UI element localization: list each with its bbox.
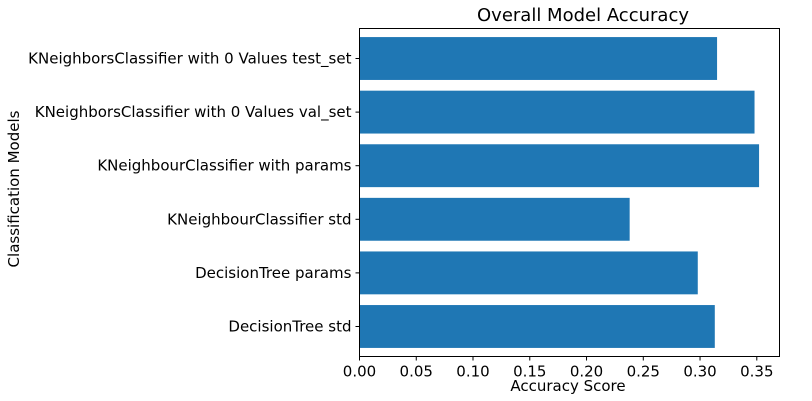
bar-3: [359, 144, 760, 188]
bar-5: [359, 37, 718, 80]
bar-1: [359, 251, 698, 295]
y-axis-title: Classification Models: [5, 110, 23, 267]
bar-2: [359, 197, 630, 241]
x-tick-label-2: 0.10: [456, 363, 489, 381]
x-axis-title: Accuracy Score: [510, 377, 625, 395]
x-tick-label-6: 0.30: [683, 363, 716, 381]
bar-0: [359, 305, 715, 348]
x-axis-ticks: 0.00 0.05 0.10 0.15 0.20 0.25 0.30 0.35: [343, 356, 774, 381]
y-tick-label-3: KNeighbourClassifier with params: [97, 157, 351, 175]
x-tick-label-7: 0.35: [740, 363, 773, 381]
y-tick-label-1: DecisionTree params: [195, 264, 352, 282]
bars-group: [359, 37, 760, 348]
y-tick-label-0: DecisionTree std: [228, 317, 351, 335]
y-tick-label-2: KNeighbourClassifier std: [167, 210, 351, 228]
y-tick-label-4: KNeighborsClassifier with 0 Values val_s…: [35, 103, 352, 122]
chart-title: Overall Model Accuracy: [477, 5, 689, 26]
bar-4: [359, 90, 755, 134]
x-tick-label-3: 0.15: [513, 363, 546, 381]
y-tick-label-5: KNeighborsClassifier with 0 Values test_…: [28, 50, 351, 69]
x-tick-label-0: 0.00: [343, 363, 376, 381]
x-tick-label-1: 0.05: [400, 363, 433, 381]
x-tick-label-4: 0.20: [570, 363, 603, 381]
y-axis-ticks: DecisionTree std DecisionTree params KNeig…: [28, 50, 360, 335]
plot-frame: [359, 28, 780, 357]
x-tick-label-5: 0.25: [627, 363, 660, 381]
